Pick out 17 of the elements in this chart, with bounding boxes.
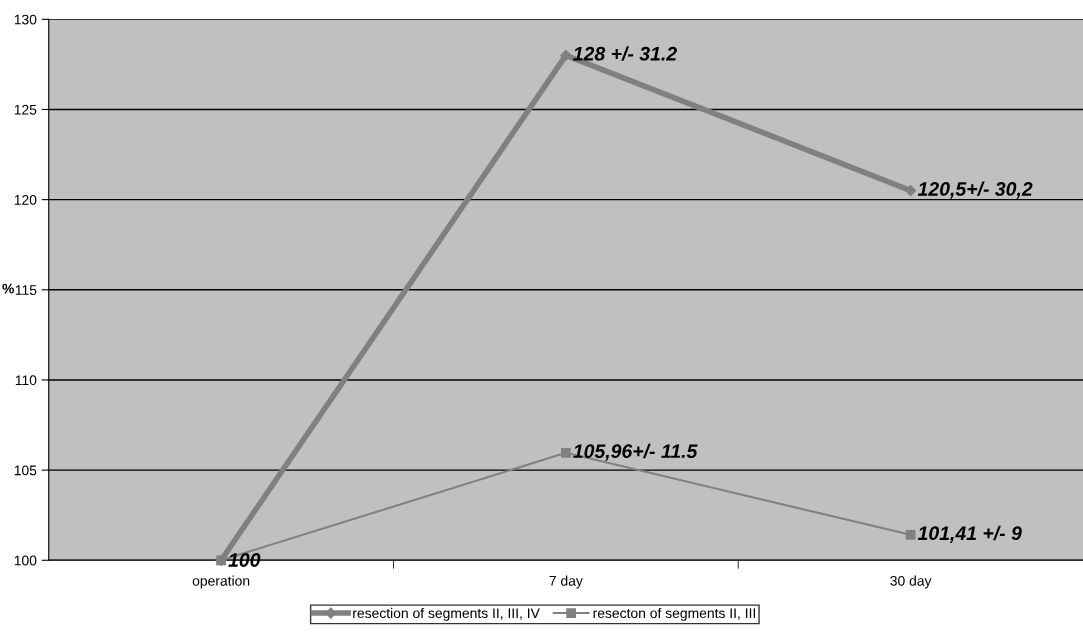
legend-label: resecton of segments II, III [593,607,756,621]
data-label: 120,5+/- 30,2 [917,181,1033,199]
data-label: 101,41 +/- 9 [917,525,1022,543]
y-tick-label: 100 [14,555,37,566]
y-tick-label: 120 [14,194,37,205]
y-tick-label: 110 [15,375,37,386]
data-label: 128 +/- 31.2 [573,46,677,61]
legend-label: resection of segments II, III, IV [353,607,540,621]
y-axis-title: % [2,283,15,294]
x-tick-label: 30 day [890,575,932,589]
y-tick-label: 105 [14,465,37,476]
x-tick-label: 7 day [549,575,583,589]
x-tick-label: operation [192,575,250,589]
y-tick-label: 125 [14,104,37,115]
y-tick-label: 130 [14,14,37,25]
data-label: 105,96+/- 11.5 [573,443,698,461]
y-tick-label: 115 [15,285,37,295]
